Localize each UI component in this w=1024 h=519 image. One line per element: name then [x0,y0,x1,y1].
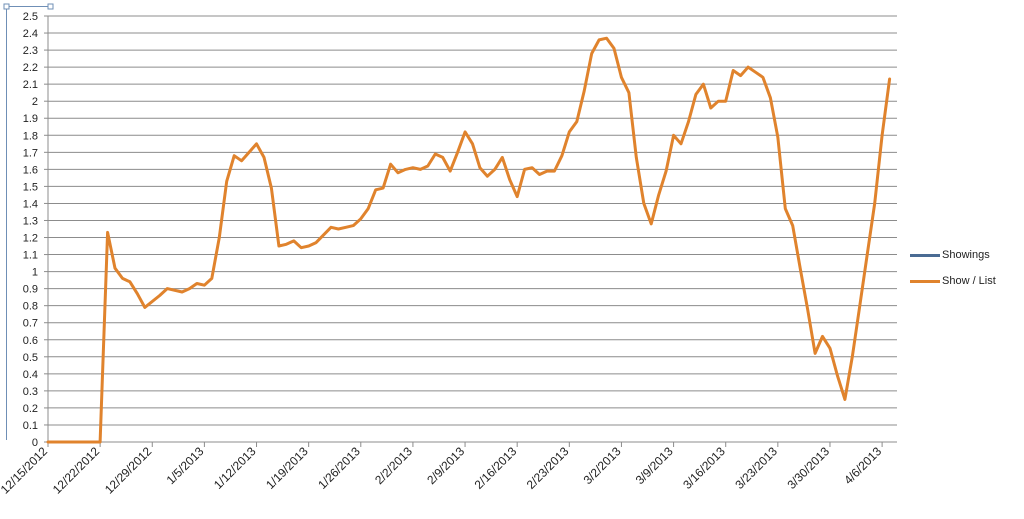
legend-swatch-showings [910,253,940,257]
y-tick-label: 1.2 [23,233,38,245]
y-tick-label: 0 [32,437,38,449]
x-tick-label: 3/23/2013 [732,444,780,492]
y-tick-label: 0.3 [23,386,38,398]
legend-label-showings: Showings [942,249,990,261]
y-tick-label: 0.7 [23,318,38,330]
x-tick-label: 1/26/2013 [315,444,363,492]
series-line-1 [46,36,892,444]
axes [47,16,897,443]
y-tick-label: 1.7 [23,147,38,159]
y-tick-label: 2 [32,96,38,108]
y-axis-tick-labels: 0 0.1 0.2 0.3 0.4 0.5 0.6 0.7 0.8 0.9 1 1.1 1.2 1.3 1.… [23,11,38,449]
y-tick-label: 1.4 [23,198,38,210]
legend: Showings Show / List [910,242,1020,294]
legend-entry-showings: Showings [910,242,1020,268]
y-tick-label: 0.1 [23,420,38,432]
x-tick-label: 12/15/2012 [0,444,50,497]
x-tick-label: 1/19/2013 [263,444,311,492]
x-tick-label: 2/16/2013 [472,444,520,492]
legend-label-show-list: Show / List [942,275,996,287]
y-tick-label: 1.3 [23,215,38,227]
y-tick-label: 1.9 [23,113,38,125]
y-tick-label: 1.1 [23,250,38,262]
legend-entry-show-list: Show / List [910,268,1020,294]
gridlines [44,15,897,443]
y-tick-label: 1 [32,267,38,279]
legend-swatch-show-list [910,279,940,283]
x-tick-label: 12/29/2012 [102,444,155,497]
x-tick-label: 3/16/2013 [680,444,728,492]
x-tick-label: 1/5/2013 [164,444,207,487]
x-tick-label: 2/9/2013 [424,444,467,487]
x-axis-tick-labels: 12/15/2012 12/22/2012 12/29/2012 1/5/2013 1/… [0,442,884,497]
y-tick-label: 0.9 [23,284,38,296]
x-tick-label: 1/12/2013 [211,444,259,492]
y-tick-label: 2.1 [23,79,38,91]
x-tick-label: 3/2/2013 [581,444,624,487]
y-tick-label: 1.5 [23,181,38,193]
y-tick-label: 0.8 [23,301,38,313]
selection-handle-top-left[interactable] [3,3,10,10]
x-tick-label: 2/23/2013 [524,444,572,492]
x-tick-label: 3/9/2013 [633,444,676,487]
y-tick-label: 1.6 [23,164,38,176]
y-tick-label: 2.4 [23,28,38,40]
y-tick-label: 0.4 [23,369,38,381]
series-lines [46,36,892,444]
selection-handle-top-right[interactable] [47,3,54,10]
x-tick-label: 4/6/2013 [841,444,884,487]
y-tick-label: 0.6 [23,335,38,347]
plot-area-selection-handles[interactable] [3,3,54,440]
y-tick-label: 2.3 [23,45,38,57]
y-tick-label: 2.2 [23,62,38,74]
y-tick-label: 0.5 [23,352,38,364]
y-tick-label: 2.5 [23,11,38,23]
x-tick-label: 2/2/2013 [372,444,415,487]
x-tick-label: 12/22/2012 [50,444,103,497]
x-tick-label: 3/30/2013 [784,444,832,492]
y-tick-label: 0.2 [23,403,38,415]
y-tick-label: 1.8 [23,130,38,142]
